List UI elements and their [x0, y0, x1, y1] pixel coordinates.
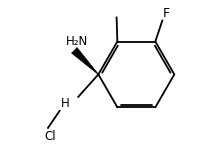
Text: F: F — [163, 7, 170, 20]
Text: H: H — [61, 97, 70, 110]
Polygon shape — [72, 48, 99, 75]
Text: Cl: Cl — [44, 130, 56, 143]
Text: H₂N: H₂N — [66, 35, 88, 48]
